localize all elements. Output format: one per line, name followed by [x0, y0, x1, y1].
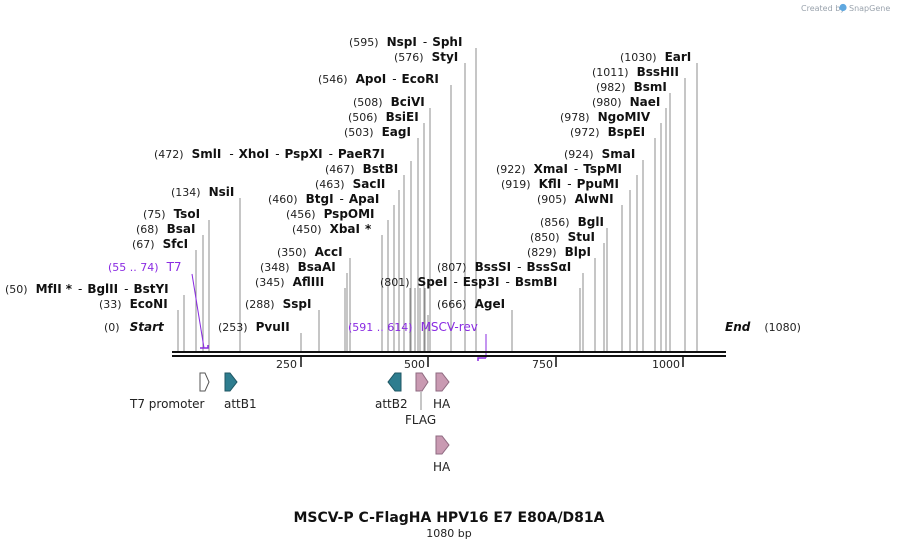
sequence-backbone: 250 500 750 1000	[172, 351, 726, 371]
enzyme-label-spei-esp3i-bsmbi[interactable]: (801) SpeI - Esp3I - BsmBI	[380, 275, 557, 289]
scale-label-500: 500	[404, 358, 425, 371]
enzyme-label-btgi-apai[interactable]: (460) BtgI - ApaI	[268, 192, 379, 206]
enzyme-label-afliii[interactable]: (345) AflIII	[255, 275, 324, 289]
primer-t7-leader	[191, 273, 205, 349]
feature-label-ha-1: HA	[433, 397, 451, 411]
enzyme-label-tsoi[interactable]: (75) TsoI	[143, 207, 200, 221]
enzyme-label-bsaai[interactable]: (348) BsaAI	[260, 260, 336, 274]
feature-flag[interactable]: FLAG	[405, 372, 436, 427]
feature-ha-2[interactable]: HA	[433, 435, 451, 474]
enzyme-label-ngomiv[interactable]: (978) NgoMIV	[560, 110, 651, 124]
snapgene-credit: Created by SnapGene	[801, 3, 890, 13]
feature-label-attb2: attB2	[375, 397, 408, 411]
enzyme-label-xmai-tspmi[interactable]: (922) XmaI - TspMI	[496, 162, 622, 176]
enzyme-label-bsshii[interactable]: (1011) BssHII	[592, 65, 679, 79]
feature-arrow-attb1	[224, 372, 238, 392]
scale-label-1000: 1000	[652, 358, 680, 371]
feature-t7-promoter[interactable]: T7 promoter	[129, 372, 210, 411]
enzyme-label-alwni[interactable]: (905) AlwNI	[537, 192, 614, 206]
enzyme-label-bgli[interactable]: (856) BglI	[540, 215, 604, 229]
scale-label-250: 250	[276, 358, 297, 371]
enzyme-label-acci[interactable]: (350) AccI	[277, 245, 343, 259]
enzyme-label-sspi[interactable]: (288) SspI	[245, 297, 311, 311]
enzyme-label-bsai[interactable]: (68) BsaI	[136, 222, 195, 236]
primers: (55 .. 74) T7 (591 .. 614) MSCV-rev	[108, 260, 487, 361]
map-title: MSCV-P C-FlagHA HPV16 E7 E80A/D81A 1080 …	[294, 510, 605, 540]
feature-attb1[interactable]: attB1	[224, 372, 257, 411]
enzyme-label-bstbi[interactable]: (467) BstBI	[325, 162, 398, 176]
enzyme-label-blpi[interactable]: (829) BlpI	[527, 245, 591, 259]
primer-t7-arrow	[200, 345, 209, 349]
enzyme-label-xbai[interactable]: (450) XbaI *	[292, 222, 372, 236]
primer-label-mscv-rev[interactable]: (591 .. 614) MSCV-rev	[348, 320, 478, 334]
feature-label-ha-2: HA	[433, 460, 451, 474]
enzyme-label-kfli-ppumi[interactable]: (919) KflI - PpuMI	[501, 177, 619, 191]
features: T7 promoter attB1 attB2 FLAG HA HA	[129, 372, 451, 474]
feature-arrow-ha-2	[435, 435, 450, 455]
enzyme-label-bspei[interactable]: (972) BspEI	[570, 125, 645, 139]
enzyme-label-apoi-ecori[interactable]: (546) ApoI - EcoRI	[318, 72, 439, 86]
end-label: End (1080)	[725, 320, 801, 334]
feature-arrow-ha-1	[435, 372, 450, 392]
snapgene-logo-icon	[839, 3, 847, 12]
plasmid-length: 1080 bp	[426, 527, 471, 540]
feature-arrow-flag	[415, 372, 429, 392]
enzyme-label-eari[interactable]: (1030) EarI	[620, 50, 691, 64]
scale-label-750: 750	[532, 358, 553, 371]
enzyme-label-smli-xhoi-pspxi-paer7i[interactable]: (472) SmlI - XhoI - PspXI - PaeR7I	[154, 147, 385, 161]
enzyme-label-bsmi[interactable]: (982) BsmI	[596, 80, 667, 94]
feature-label-flag: FLAG	[405, 413, 436, 427]
feature-ha-1[interactable]: HA	[433, 372, 451, 411]
enzyme-label-econi[interactable]: (33) EcoNI	[99, 297, 168, 311]
feature-arrow-attb2	[387, 372, 402, 392]
enzyme-label-styi[interactable]: (576) StyI	[394, 50, 458, 64]
enzyme-label-nspi-sphi[interactable]: (595) NspI - SphI	[349, 35, 462, 49]
plasmid-name: MSCV-P C-FlagHA HPV16 E7 E80A/D81A	[294, 510, 605, 526]
feature-attb2[interactable]: attB2	[375, 372, 408, 411]
enzyme-label-mfii-bglii-bstyi[interactable]: (50) MfII * - BglII - BstYI	[5, 282, 169, 296]
credit-product: SnapGene	[849, 4, 890, 13]
feature-arrow-t7-promoter	[199, 372, 210, 392]
enzyme-label-sacii[interactable]: (463) SacII	[315, 177, 385, 191]
enzyme-label-agei[interactable]: (666) AgeI	[437, 297, 505, 311]
enzyme-label-stui[interactable]: (850) StuI	[530, 230, 595, 244]
enzyme-label-nsii[interactable]: (134) NsiI	[171, 185, 234, 199]
cut-lines	[177, 48, 698, 352]
enzyme-label-smai[interactable]: (924) SmaI	[564, 147, 635, 161]
enzyme-label-bsssi-bsssai[interactable]: (807) BssSI - BssSαI	[437, 260, 571, 274]
enzyme-label-sfci[interactable]: (67) SfcI	[132, 237, 188, 251]
enzyme-label-eagi[interactable]: (503) EagI	[344, 125, 411, 139]
enzyme-label-pvuii[interactable]: (253) PvuII	[218, 320, 290, 334]
feature-label-attb1: attB1	[224, 397, 257, 411]
enzyme-label-bcivi[interactable]: (508) BciVI	[353, 95, 425, 109]
enzyme-labels: (595) NspI - SphI (576) StyI (546) ApoI - EcoRI…	[5, 35, 691, 334]
feature-label-t7-promoter: T7 promoter	[129, 397, 205, 411]
credit-created-by: Created by	[801, 4, 845, 13]
enzyme-label-bsiei[interactable]: (506) BsiEI	[348, 110, 419, 124]
start-label: (0) Start	[104, 320, 165, 334]
primer-mscv-rev-arrow	[477, 357, 486, 361]
enzyme-label-pspomi[interactable]: (456) PspOMI	[286, 207, 375, 221]
primer-label-t7[interactable]: (55 .. 74) T7	[108, 260, 182, 274]
sequence-ends: (0) Start End (1080)	[104, 320, 801, 334]
enzyme-label-naei[interactable]: (980) NaeI	[592, 95, 660, 109]
